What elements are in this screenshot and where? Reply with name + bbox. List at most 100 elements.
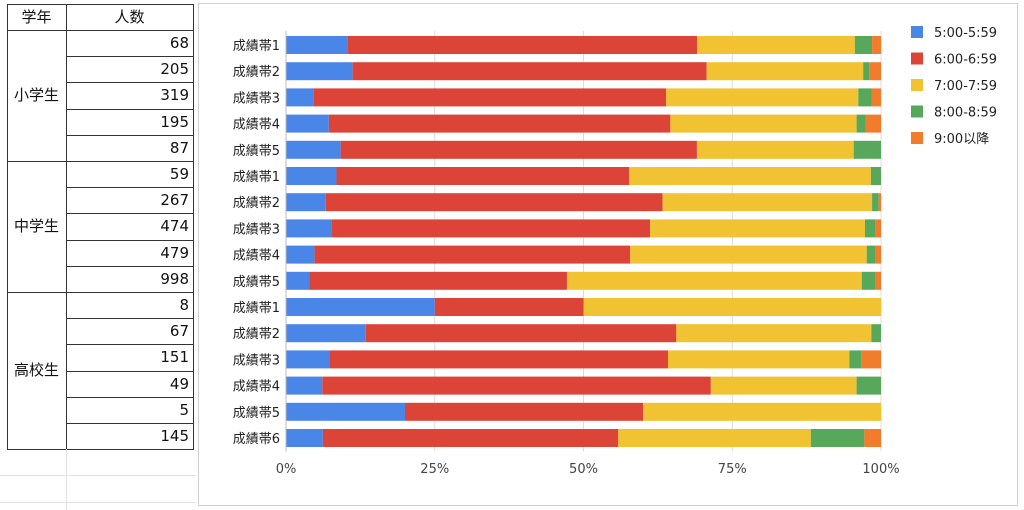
empty-grid-line [0, 501, 196, 503]
bar-segment-5 [869, 62, 881, 81]
x-tick-label: 25% [420, 462, 449, 477]
y-category-label: 成績帯3 [233, 353, 280, 368]
x-tick-label: 50% [569, 462, 598, 477]
row-divider [66, 265, 194, 267]
bar-segment-4 [866, 245, 876, 264]
bar-segment-1 [286, 245, 315, 264]
table-col-border [66, 4, 67, 450]
bar-segment-1 [286, 402, 405, 421]
y-category-label: 成績帯6 [233, 432, 280, 447]
row-divider [66, 187, 194, 189]
bar-segment-2 [328, 114, 671, 133]
count-cell: 5 [179, 400, 189, 419]
bar-segment-1 [286, 193, 326, 212]
bar-segment-3 [666, 88, 859, 107]
bar-segment-4 [810, 429, 865, 447]
count-cell: 195 [160, 112, 189, 131]
legend-label: 5:00-5:59 [934, 26, 997, 41]
stacked-bar-chart: 0% 25% 50% 75% 100% 成績帯1 成績帯2 成績帯3 成績帯4 成績帯5 成績帯1 成… [233, 26, 997, 477]
bar-segment-5 [872, 36, 881, 54]
empty-grid-col [66, 449, 67, 510]
bar-segment-2 [336, 167, 629, 185]
y-category-label: 成績帯3 [233, 91, 280, 106]
legend-swatch [911, 26, 923, 38]
y-category-label: 成績帯2 [233, 327, 280, 342]
y-category-label: 成績帯5 [233, 275, 280, 290]
bar-segment-5 [865, 114, 881, 133]
group-divider [7, 161, 194, 162]
group-divider [7, 292, 194, 293]
y-category-label: 成績帯1 [233, 39, 280, 54]
bar-segment-1 [286, 429, 323, 447]
bar-segment-3 [618, 429, 811, 447]
bar-segment-1 [286, 167, 337, 185]
count-cell: 474 [160, 217, 189, 236]
legend-label: 9:00以降 [934, 132, 989, 147]
count-cell: 998 [160, 269, 189, 288]
bar-segment-2 [329, 350, 668, 369]
bar-segment-4 [858, 88, 872, 107]
y-category-label: 成績帯4 [233, 118, 280, 133]
bar-segment-3 [628, 167, 871, 185]
bar-segment-4 [864, 219, 876, 238]
row-divider [66, 134, 194, 136]
legend-swatch [911, 132, 923, 144]
bar-segment-2 [365, 324, 677, 343]
bar-segment-5 [874, 271, 881, 290]
header-count: 人数 [114, 8, 145, 26]
header-grade: 学年 [21, 8, 52, 26]
legend-label: 6:00-6:59 [934, 53, 997, 68]
bar-segment-2 [405, 402, 643, 421]
bar-segment-4 [861, 271, 875, 290]
count-cell: 68 [169, 34, 189, 52]
row-divider [66, 423, 194, 424]
bar-segment-4 [856, 376, 881, 395]
bar-segment-4 [856, 114, 866, 133]
grade-label: 中学生 [13, 217, 59, 235]
count-cell: 205 [160, 60, 189, 79]
spreadsheet-table: 学年 人数 68 205 319 195 87 小学生 59 267 474 479 998 中学生 8 67… [0, 0, 196, 510]
bar-segment-5 [875, 219, 881, 238]
row-divider [66, 318, 194, 320]
row-divider [66, 213, 194, 215]
y-category-label: 成績帯4 [233, 249, 280, 264]
bar-segment-5 [864, 429, 881, 447]
bar-segment-4 [853, 140, 881, 159]
y-category-label: 成績帯1 [233, 301, 280, 316]
row-divider [66, 108, 194, 110]
bar-segment-2 [309, 271, 567, 290]
count-cell: 87 [169, 138, 189, 157]
bar-segment-4 [871, 324, 881, 343]
bar-segment-3 [697, 36, 855, 54]
chart-frame: 0% 25% 50% 75% 100% 成績帯1 成績帯2 成績帯3 成績帯4 成績帯5 成績帯1 成… [198, 3, 1018, 506]
row-divider [66, 370, 194, 372]
x-tick-label: 75% [718, 462, 747, 477]
legend-swatch [911, 105, 923, 118]
count-cell: 151 [160, 348, 189, 367]
x-tick-label: 100% [862, 462, 899, 477]
bar-segment-3 [706, 62, 864, 81]
row-divider [66, 56, 194, 58]
count-cell: 49 [169, 374, 189, 393]
count-cell: 67 [169, 322, 189, 341]
bar-segment-5 [861, 350, 881, 369]
header-bottom-border [7, 30, 194, 31]
legend-label: 7:00-7:59 [934, 79, 997, 94]
row-divider [66, 239, 194, 241]
bar-segment-3 [650, 219, 865, 238]
y-category-label: 成績帯2 [233, 196, 280, 211]
count-cell: 145 [160, 427, 189, 445]
y-category-label: 成績帯1 [233, 170, 280, 185]
bar-segment-4 [849, 350, 862, 369]
grade-label: 高校生 [13, 361, 59, 379]
bar-segment-4 [870, 167, 881, 185]
bar-segment-3 [696, 140, 854, 159]
table-top-border [7, 4, 194, 5]
bar-segment-4 [863, 62, 870, 81]
bar-segment-1 [286, 219, 332, 238]
row-divider [66, 82, 194, 84]
bar-segment-3 [583, 298, 881, 316]
bar-segment-2 [322, 376, 711, 395]
bar-segment-4 [872, 193, 879, 212]
y-category-label: 成績帯5 [233, 406, 280, 421]
